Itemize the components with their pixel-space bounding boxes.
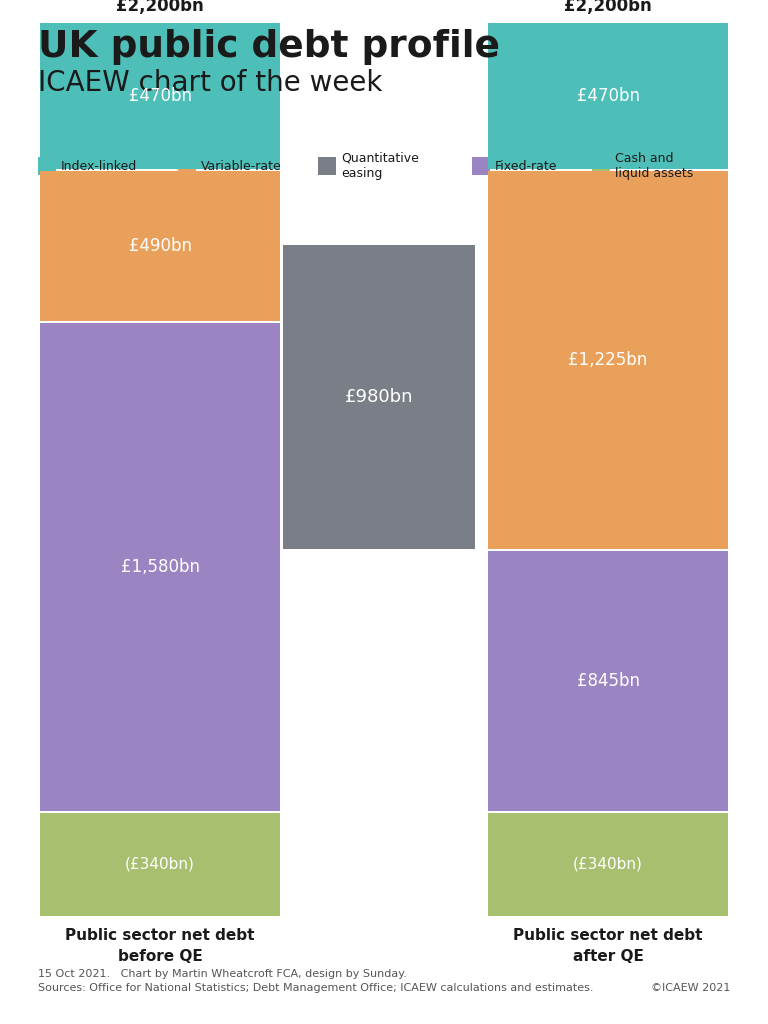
Text: UK public debt profile: UK public debt profile (38, 29, 500, 65)
Text: £1,580bn: £1,580bn (121, 558, 200, 575)
Text: £470bn: £470bn (128, 87, 191, 105)
FancyBboxPatch shape (40, 813, 280, 916)
Text: Cash and
liquid assets: Cash and liquid assets (615, 152, 694, 180)
FancyBboxPatch shape (488, 171, 728, 549)
Text: Fixed-rate: Fixed-rate (495, 160, 558, 172)
FancyBboxPatch shape (178, 157, 196, 175)
Text: Public sector net debt
before QE: Public sector net debt before QE (65, 928, 255, 964)
FancyBboxPatch shape (488, 24, 728, 169)
FancyBboxPatch shape (592, 157, 610, 175)
Text: £845bn: £845bn (577, 672, 640, 689)
Text: £2,200bn: £2,200bn (116, 0, 204, 15)
Text: £490bn: £490bn (128, 237, 191, 255)
Text: (£340bn): (£340bn) (125, 857, 195, 871)
FancyBboxPatch shape (488, 813, 728, 916)
Text: £2,200bn: £2,200bn (564, 0, 652, 15)
FancyBboxPatch shape (283, 245, 475, 549)
FancyBboxPatch shape (318, 157, 336, 175)
FancyBboxPatch shape (472, 157, 490, 175)
Text: Quantitative
easing: Quantitative easing (341, 152, 419, 180)
Text: Variable-rate: Variable-rate (201, 160, 282, 172)
Text: 15 Oct 2021.   Chart by Martin Wheatcroft FCA, design by Sunday.: 15 Oct 2021. Chart by Martin Wheatcroft … (38, 969, 407, 979)
Text: £1,225bn: £1,225bn (568, 351, 647, 369)
FancyBboxPatch shape (488, 551, 728, 811)
FancyBboxPatch shape (38, 157, 56, 175)
Text: ICAEW chart of the week: ICAEW chart of the week (38, 69, 382, 97)
Text: Index-linked: Index-linked (61, 160, 137, 172)
Text: Public sector net debt
after QE: Public sector net debt after QE (513, 928, 703, 964)
FancyBboxPatch shape (40, 323, 280, 811)
Text: ©ICAEW 2021: ©ICAEW 2021 (650, 983, 730, 993)
Text: Sources: Office for National Statistics; Debt Management Office; ICAEW calculati: Sources: Office for National Statistics;… (38, 983, 594, 993)
Text: (£340bn): (£340bn) (573, 857, 643, 871)
Text: £980bn: £980bn (345, 388, 413, 406)
FancyBboxPatch shape (40, 171, 280, 321)
Text: £470bn: £470bn (577, 87, 640, 105)
FancyBboxPatch shape (40, 24, 280, 169)
